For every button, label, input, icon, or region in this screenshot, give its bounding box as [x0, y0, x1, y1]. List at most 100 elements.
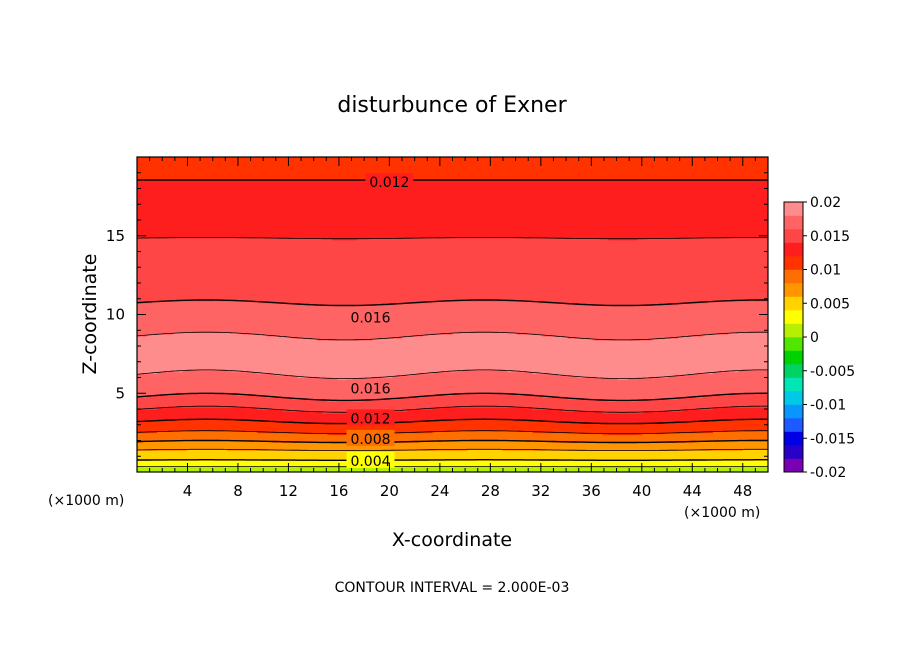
field-cell	[157, 296, 163, 300]
field-cell	[142, 369, 148, 373]
field-cell	[147, 381, 153, 385]
field-cell	[157, 470, 163, 472]
field-cell	[167, 196, 173, 199]
field-cell	[142, 245, 148, 249]
field-cell	[157, 395, 163, 398]
field-cell	[142, 363, 148, 367]
field-cell	[152, 294, 158, 298]
field-cell	[182, 318, 188, 322]
field-cell	[157, 202, 163, 205]
field-cell	[142, 204, 148, 207]
field-cell	[157, 361, 163, 365]
field-cell	[172, 405, 178, 408]
field-cell	[147, 369, 153, 373]
field-cell	[157, 168, 163, 172]
field-cell	[187, 261, 193, 264]
field-cell	[147, 389, 153, 392]
field-cell	[167, 294, 173, 298]
field-cell	[137, 432, 143, 436]
field-cell	[162, 241, 168, 245]
field-cell	[137, 290, 143, 294]
field-cell	[162, 416, 168, 420]
field-cell	[152, 247, 158, 251]
field-cell	[182, 401, 188, 404]
field-cell	[137, 241, 143, 245]
field-cell	[177, 218, 183, 221]
field-cell	[142, 296, 148, 300]
field-cell	[147, 454, 153, 457]
field-cell	[137, 182, 143, 186]
field-cell	[157, 182, 163, 186]
field-cell	[182, 470, 188, 472]
field-cell	[177, 304, 183, 308]
field-cell	[137, 188, 143, 192]
field-cell	[137, 377, 143, 381]
field-cell	[142, 353, 148, 357]
field-cell	[162, 176, 168, 180]
field-cell	[167, 426, 173, 430]
field-cell	[147, 326, 153, 329]
field-cell	[167, 239, 173, 243]
field-cell	[172, 263, 178, 266]
field-cell	[182, 296, 188, 300]
field-cell	[142, 277, 148, 280]
field-cell	[162, 237, 168, 241]
field-cell	[137, 436, 143, 440]
field-cell	[137, 347, 143, 351]
field-cell	[157, 422, 163, 426]
field-cell	[182, 371, 188, 375]
field-cell	[167, 245, 173, 249]
field-cell	[187, 294, 193, 298]
field-cell	[167, 387, 173, 390]
field-cell	[142, 284, 148, 288]
field-cell	[182, 257, 188, 260]
field-cell	[152, 259, 158, 262]
field-cell	[177, 381, 183, 385]
field-cell	[152, 168, 158, 172]
field-cell	[167, 267, 173, 270]
field-cell	[172, 332, 178, 335]
field-cell	[192, 326, 198, 329]
field-cell	[182, 361, 188, 365]
field-cell	[137, 247, 143, 251]
field-cell	[172, 438, 178, 442]
field-cell	[147, 237, 153, 241]
field-cell	[162, 367, 168, 371]
field-cell	[182, 399, 188, 402]
field-cell	[137, 320, 143, 323]
field-cell	[177, 265, 183, 268]
field-cell	[172, 385, 178, 388]
field-cell	[182, 422, 188, 426]
field-cell	[152, 176, 158, 180]
field-cell	[162, 342, 168, 345]
field-cell	[147, 460, 153, 463]
field-cell	[137, 283, 143, 286]
field-cell	[192, 284, 198, 288]
field-cell	[152, 324, 158, 327]
field-cell	[162, 277, 168, 280]
field-cell	[157, 292, 163, 296]
field-cell	[177, 198, 183, 201]
field-cell	[162, 182, 168, 186]
field-cell	[137, 210, 143, 213]
field-cell	[167, 300, 173, 304]
field-cell	[172, 389, 178, 392]
field-cell	[137, 464, 143, 467]
field-cell	[162, 456, 168, 459]
field-cell	[187, 182, 193, 186]
field-cell	[187, 436, 193, 440]
field-cell	[192, 416, 198, 420]
field-cell	[167, 166, 173, 170]
field-cell	[152, 434, 158, 438]
field-cell	[187, 432, 193, 436]
field-cell	[137, 336, 143, 339]
field-cell	[177, 387, 183, 390]
field-cell	[137, 231, 143, 235]
field-cell	[152, 353, 158, 357]
field-cell	[147, 168, 153, 172]
field-cell	[182, 166, 188, 170]
field-cell	[182, 261, 188, 264]
field-cell	[162, 410, 168, 414]
field-cell	[177, 450, 183, 453]
field-cell	[147, 452, 153, 455]
